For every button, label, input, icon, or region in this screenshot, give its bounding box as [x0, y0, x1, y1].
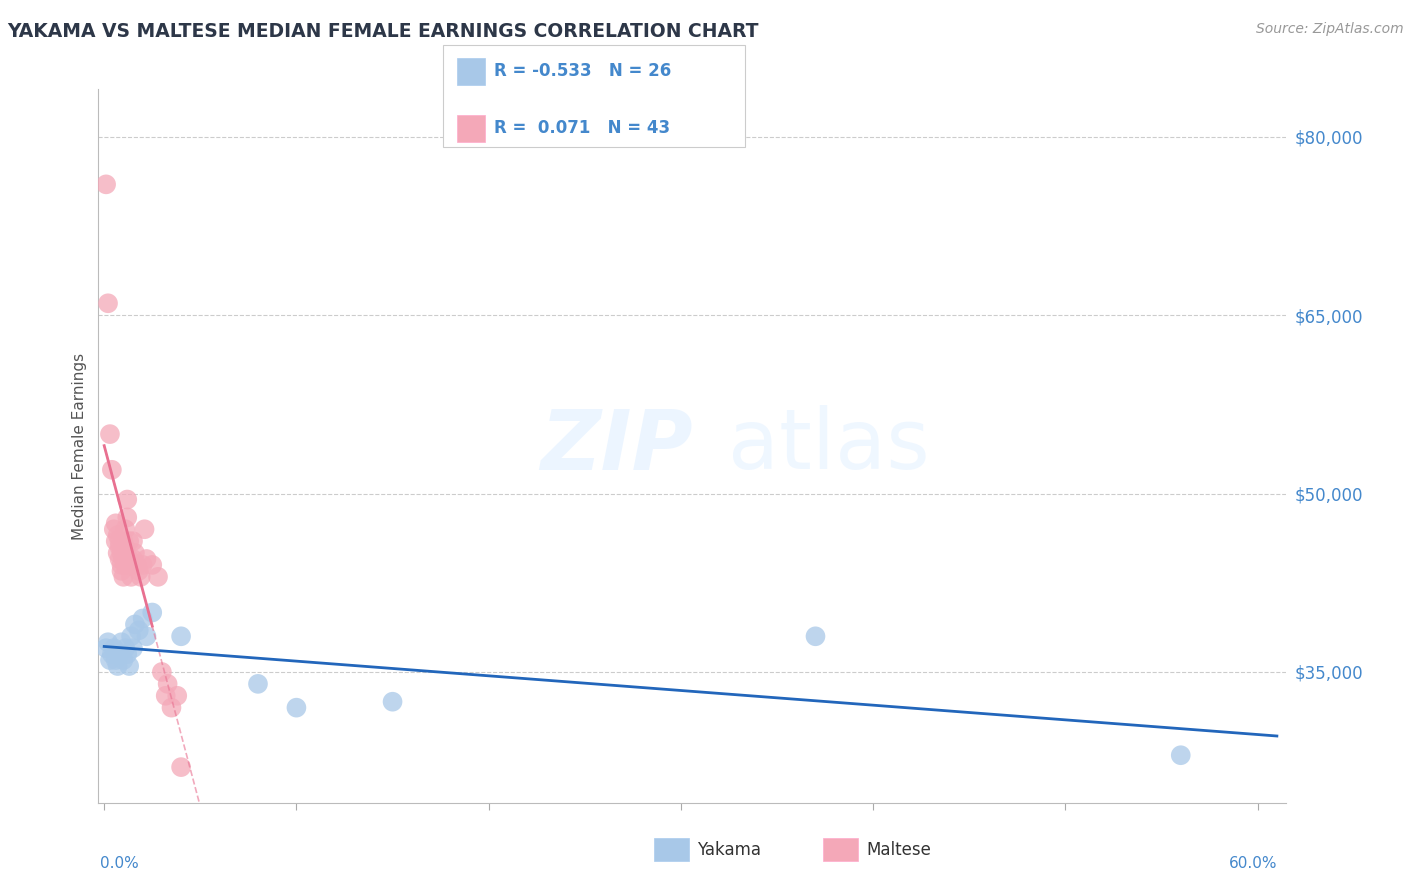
Point: [120, 570, 142, 584]
Text: Maltese: Maltese: [866, 841, 931, 859]
Point: [124, 546, 146, 560]
Point: [104, 653, 127, 667]
Point: [134, 522, 156, 536]
Point: [117, 647, 139, 661]
Point: [118, 534, 141, 549]
Point: [103, 641, 125, 656]
Point: [110, 558, 132, 572]
Point: [117, 510, 139, 524]
Point: [94, 641, 117, 656]
Y-axis label: Median Female Earnings: Median Female Earnings: [72, 352, 87, 540]
Point: [128, 564, 150, 578]
Point: [108, 534, 131, 549]
Point: [146, 570, 169, 584]
Point: [114, 641, 136, 656]
Point: [124, 617, 146, 632]
Point: [98, 427, 121, 442]
Point: [104, 516, 127, 531]
Point: [108, 552, 131, 566]
Point: [97, 635, 120, 649]
Text: R =  0.071   N = 43: R = 0.071 N = 43: [494, 120, 669, 137]
Point: [166, 689, 188, 703]
Point: [125, 558, 148, 572]
Point: [141, 558, 163, 572]
Point: [117, 492, 139, 507]
Point: [114, 522, 136, 536]
Point: [110, 635, 132, 649]
Point: [1170, 748, 1192, 763]
Point: [107, 659, 129, 673]
Point: [155, 689, 177, 703]
Point: [114, 540, 136, 554]
Point: [150, 665, 173, 679]
Point: [122, 552, 145, 566]
Point: [98, 653, 121, 667]
Point: [381, 695, 404, 709]
Point: [170, 760, 193, 774]
Point: [120, 629, 142, 643]
Text: R = -0.533   N = 26: R = -0.533 N = 26: [494, 62, 671, 80]
Text: Source: ZipAtlas.com: Source: ZipAtlas.com: [1256, 22, 1403, 37]
Point: [101, 463, 124, 477]
Point: [112, 534, 135, 549]
Text: YAKAMA VS MALTESE MEDIAN FEMALE EARNINGS CORRELATION CHART: YAKAMA VS MALTESE MEDIAN FEMALE EARNINGS…: [7, 22, 758, 41]
Point: [94, 178, 117, 192]
Point: [107, 546, 129, 560]
Point: [114, 558, 136, 572]
Text: ZIP: ZIP: [540, 406, 693, 486]
Point: [156, 677, 179, 691]
Point: [122, 534, 145, 549]
Text: Yakama: Yakama: [697, 841, 762, 859]
Point: [285, 700, 308, 714]
Point: [135, 629, 157, 643]
Text: 60.0%: 60.0%: [1229, 856, 1277, 871]
Point: [108, 540, 131, 554]
Point: [804, 629, 827, 643]
Point: [97, 296, 120, 310]
Point: [104, 534, 127, 549]
Point: [110, 564, 132, 578]
Point: [170, 629, 193, 643]
Text: 0.0%: 0.0%: [100, 856, 139, 871]
Point: [103, 522, 125, 536]
Text: atlas: atlas: [728, 406, 929, 486]
Point: [108, 647, 131, 661]
Point: [107, 528, 129, 542]
Point: [122, 641, 145, 656]
Point: [246, 677, 269, 691]
Point: [129, 570, 152, 584]
Point: [160, 700, 183, 714]
Point: [112, 570, 135, 584]
Point: [110, 546, 132, 560]
Point: [112, 552, 135, 566]
Point: [118, 659, 141, 673]
Point: [112, 653, 135, 667]
Point: [128, 624, 150, 638]
Point: [101, 647, 124, 661]
Point: [135, 552, 157, 566]
Point: [141, 606, 163, 620]
Point: [118, 552, 141, 566]
Point: [131, 611, 153, 625]
Point: [131, 558, 153, 572]
